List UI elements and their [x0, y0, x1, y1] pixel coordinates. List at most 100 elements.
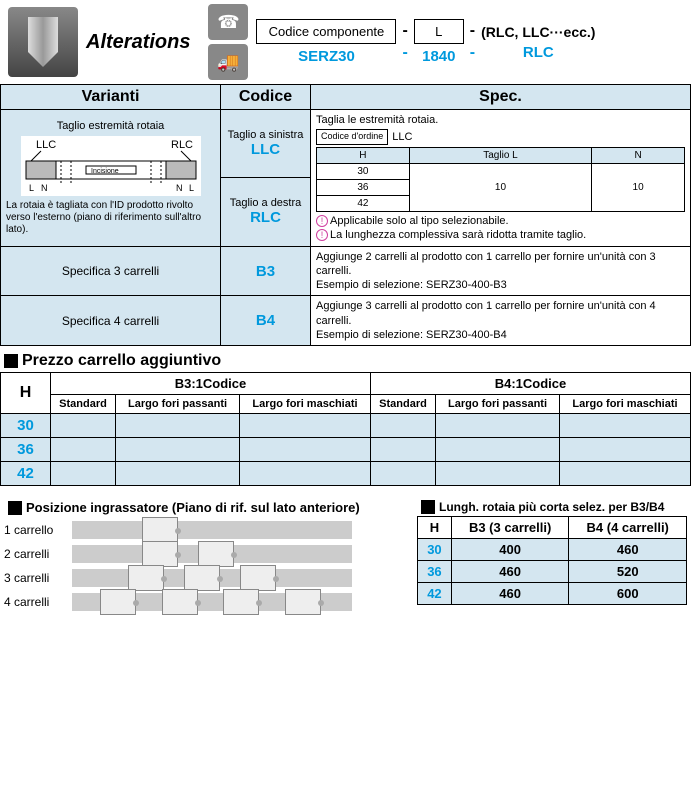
- price-b4: B4:1Codice: [370, 373, 690, 395]
- price-row-h: 36: [1, 438, 51, 462]
- len-row-b3: 400: [451, 539, 569, 561]
- l-box: L: [414, 19, 464, 44]
- length-title: Lungh. rotaia più corta selez. per B3/B4: [439, 500, 664, 514]
- mini-r0-h: 30: [317, 163, 410, 179]
- carriage-icon: [184, 565, 220, 591]
- dash-blue2: -: [470, 44, 475, 62]
- b3-masc: Largo fori maschiati: [240, 395, 371, 414]
- b4-spec: Aggiunge 3 carrelli al prodotto con 1 ca…: [311, 296, 691, 346]
- header-row: Alterations ☎ 🚚 Codice componente SERZ30…: [0, 0, 691, 84]
- len-h: H: [418, 517, 452, 539]
- price-row-h: 42: [1, 462, 51, 486]
- carriage-icon: [285, 589, 321, 615]
- len-row-h: 36: [418, 561, 452, 583]
- svg-text:L: L: [29, 183, 34, 193]
- position-label: 4 carrelli: [4, 595, 64, 609]
- svg-text:N: N: [176, 183, 183, 193]
- b4-varianti: Specifica 4 carrelli: [1, 296, 221, 346]
- price-cell: [370, 462, 435, 486]
- len-row-b4: 520: [569, 561, 687, 583]
- rlc-label-text: Taglio a destra: [226, 197, 305, 209]
- len-row-b3: 460: [451, 583, 569, 605]
- b3-std: Standard: [51, 395, 116, 414]
- incisione-label: Incisione: [91, 168, 119, 175]
- contact-icons: ☎ 🚚: [208, 4, 248, 80]
- dash: -: [402, 22, 407, 40]
- th-codice: Codice: [221, 85, 311, 110]
- carriage-icon: [128, 565, 164, 591]
- rlc-label: RLC: [171, 139, 193, 151]
- price-cell: [436, 414, 560, 438]
- price-cell: [51, 414, 116, 438]
- rail-cut-diagram-cell: Taglio estremità rotaia LLC RLC Incision…: [1, 110, 221, 247]
- price-cell: [436, 462, 560, 486]
- mini-r-l: 10: [409, 163, 591, 211]
- rail-diagram: LLC RLC Incisione: [21, 136, 201, 196]
- rail-bar: [72, 593, 352, 611]
- price-cell: [51, 438, 116, 462]
- svg-text:N: N: [41, 183, 48, 193]
- mini-h: H: [317, 147, 410, 163]
- len-row-h: 30: [418, 539, 452, 561]
- price-row-h: 30: [1, 414, 51, 438]
- svg-text:L: L: [189, 183, 194, 193]
- carriage-icon: [142, 517, 178, 543]
- mini-r-n: 10: [592, 163, 685, 211]
- code-template: Codice componente SERZ30 - - L 1840 - - …: [256, 19, 595, 65]
- len-b3: B3 (3 carrelli): [451, 517, 569, 539]
- mini-n: N: [592, 147, 685, 163]
- length-section: Lungh. rotaia più corta selez. per B3/B4…: [417, 494, 687, 617]
- llc-label: Taglio a sinistra: [226, 129, 305, 141]
- len-row-b4: 600: [569, 583, 687, 605]
- len-row-b3: 460: [451, 561, 569, 583]
- code-component-box: Codice componente: [256, 19, 396, 44]
- b4-pass: Largo fori passanti: [436, 395, 560, 414]
- mini-r1-h: 36: [317, 179, 410, 195]
- mini-taglio: Taglio L: [409, 147, 591, 163]
- square-icon: [4, 354, 18, 368]
- rail-cut-desc: La rotaia è tagliata con l'ID prodotto r…: [6, 200, 215, 236]
- suffix-label: (RLC, LLC···ecc.): [481, 24, 595, 40]
- price-table: H B3:1Codice B4:1Codice Standard Largo f…: [0, 372, 691, 486]
- rlc-code-cell: Taglio a destra RLC: [221, 178, 311, 246]
- main-table: Varianti Codice Spec. Taglio estremità r…: [0, 84, 691, 346]
- dash-blue: -: [402, 44, 407, 62]
- price-cell: [370, 414, 435, 438]
- price-cell: [240, 438, 371, 462]
- price-cell: [560, 414, 691, 438]
- b4-codice: B4: [221, 296, 311, 346]
- truck-icon: 🚚: [208, 44, 248, 80]
- b4-std: Standard: [370, 395, 435, 414]
- price-cell: [116, 462, 240, 486]
- mini-header: Codice d'ordine: [316, 129, 388, 145]
- price-cell: [560, 438, 691, 462]
- rail-bar: [72, 569, 352, 587]
- carriage-icon: [142, 541, 178, 567]
- price-cell: [370, 438, 435, 462]
- note1: Applicabile solo al tipo selezionabile.: [330, 215, 509, 227]
- position-row: 3 carrelli: [4, 569, 397, 587]
- mini-table: H Taglio L N 30 10 10 36 42: [316, 147, 685, 212]
- price-cell: [116, 438, 240, 462]
- alterations-title: Alterations: [86, 31, 190, 54]
- carriage-icon: [162, 589, 198, 615]
- th-spec: Spec.: [311, 85, 691, 110]
- note-icon-2: !: [316, 229, 328, 241]
- example-code: SERZ30: [298, 48, 355, 65]
- mini-r2-h: 42: [317, 195, 410, 211]
- llc-code-cell: Taglio a sinistra LLC: [221, 110, 311, 178]
- position-label: 1 carrello: [4, 523, 64, 537]
- price-cell: [240, 462, 371, 486]
- carriage-icon: [240, 565, 276, 591]
- square-icon: [421, 500, 435, 514]
- len-row-b4: 460: [569, 539, 687, 561]
- length-table: H B3 (3 carrelli) B4 (4 carrelli) 30 400…: [417, 516, 687, 605]
- spec-title: Taglia le estremità rotaia.: [316, 113, 685, 127]
- b3-codice: B3: [221, 246, 311, 296]
- mini-code: LLC: [392, 130, 412, 144]
- pos-title: Posizione ingrassatore (Piano di rif. su…: [26, 500, 360, 515]
- example-suffix: RLC: [523, 44, 554, 61]
- price-h: H: [1, 373, 51, 414]
- price-cell: [116, 414, 240, 438]
- b3-spec: Aggiunge 2 carrelli al prodotto con 1 ca…: [311, 246, 691, 296]
